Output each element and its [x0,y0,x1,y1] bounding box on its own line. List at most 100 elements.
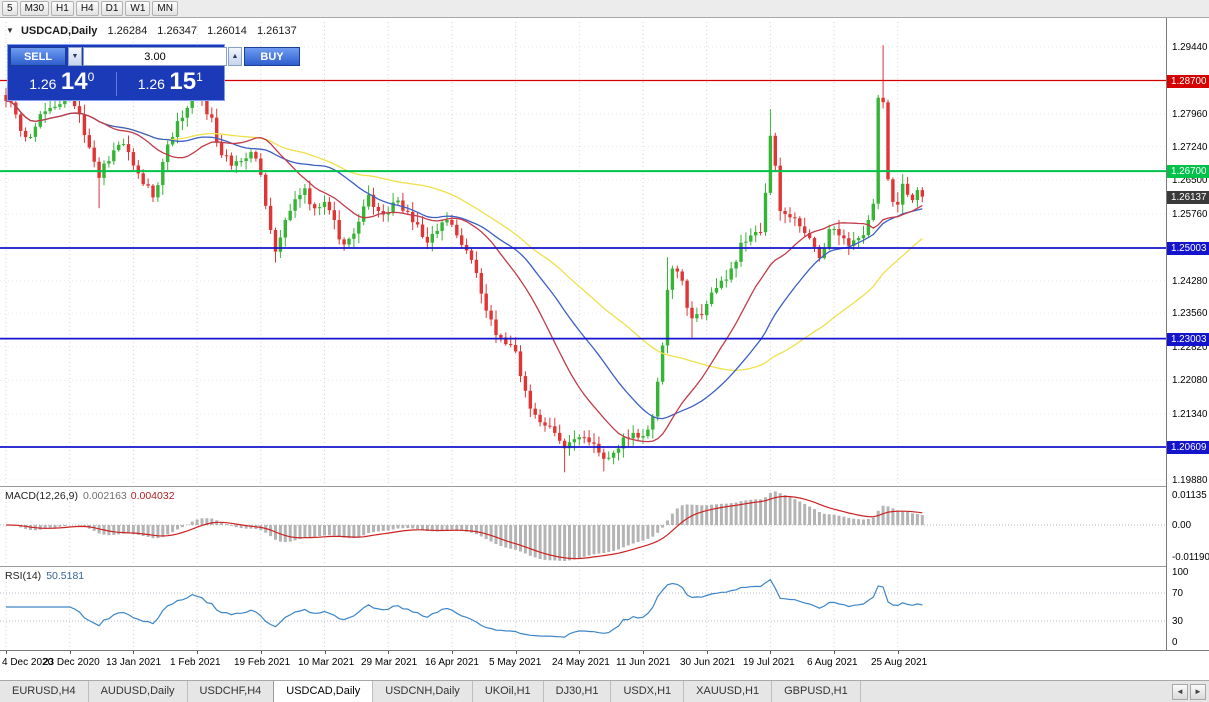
timeframe-button-d1[interactable]: D1 [100,1,124,16]
price-line-tag: 1.20609 [1167,441,1209,454]
chart-tab-xauusd[interactable]: XAUUSD,H1 [684,681,773,702]
timeframe-button-m30[interactable]: M30 [19,1,50,16]
date-label: 6 Aug 2021 [807,657,858,668]
date-tick [261,651,262,654]
macd-value-main: 0.002163 [82,490,127,502]
date-label: 29 Mar 2021 [361,657,418,668]
tab-list: EURUSD,H4 AUDUSD,Daily USDCHF,H4 USDCAD,Dai… [0,681,861,702]
chart-window[interactable]: ▼ USDCAD,Daily 1.26284 1.26347 1.26014 1… [0,18,1209,680]
chart-tab-dj30[interactable]: DJ30,H1 [544,681,612,702]
timeframe-toolbar: 5 M30 H1 H4 D1 W1 MN [0,1,178,16]
macd-axis-label: -0.01190 [1172,552,1209,563]
one-click-collapse-icon[interactable]: ▼ [6,26,14,35]
date-label: 30 Jun 2021 [680,657,736,668]
date-label: 25 Aug 2021 [871,657,928,668]
price-line-tag: 1.26700 [1167,165,1209,178]
price-divider [115,71,117,96]
volume-increase-button[interactable]: ▲ [228,47,242,66]
ohlc-open: 1.26284 [107,25,148,37]
rsi-value: 50.5181 [46,570,85,582]
panel-separator [0,486,1209,487]
macd-value-signal: 0.004032 [130,490,175,502]
tab-scroll-left-icon[interactable]: ◄ [1172,683,1188,700]
tab-scroll-right-icon[interactable]: ► [1190,683,1206,700]
macd-axis-label: 0.01135 [1172,490,1207,501]
sell-price: 1.26 140 [29,68,95,95]
sell-button[interactable]: SELL [10,47,66,66]
price-axis-label: 1.25760 [1172,209,1208,220]
chart-tab-usdchf[interactable]: USDCHF,H4 [188,681,275,702]
price-chart[interactable] [0,18,1166,650]
chart-tab-audusd[interactable]: AUDUSD,Daily [89,681,188,702]
date-tick [516,651,517,654]
date-label: 1 Feb 2021 [170,657,221,668]
price-axis-label: 1.23560 [1172,308,1208,319]
ohlc-low: 1.26014 [207,25,247,37]
date-axis: 4 Dec 2020 23 Dec 2020 13 Jan 2021 1 Feb 20… [0,650,1209,670]
ma-55-line [5,100,923,371]
candles-layer [4,45,924,473]
rsi-axis-label: 30 [1172,616,1183,627]
price-axis: 1.29440 1.27960 1.27240 1.26500 1.25760 1.242… [1166,18,1209,650]
chart-title: ▼ USDCAD,Daily 1.26284 1.26347 1.26014 1… [6,25,297,37]
chart-tab-ukoil[interactable]: UKOil,H1 [473,681,544,702]
date-tick [6,651,7,654]
price-axis-label: 1.24280 [1172,276,1208,287]
volume-stepper: ▼ ▲ [68,47,242,66]
tab-scroll-arrows: ◄ ► [1172,681,1209,702]
macd-label: MACD(12,26,9) 0.002163 0.004032 [5,490,175,502]
date-label: 19 Jul 2021 [743,657,795,668]
date-label: 4 Dec 2020 [2,657,54,668]
price-line-tag: 1.25003 [1167,242,1209,255]
tab-bar: EURUSD,H4 AUDUSD,Daily USDCHF,H4 USDCAD,Dai… [0,680,1209,702]
chart-tab-eurusd[interactable]: EURUSD,H4 [0,681,89,702]
price-axis-label: 1.27960 [1172,109,1208,120]
timeframe-button-w1[interactable]: W1 [125,1,151,16]
date-tick [325,651,326,654]
date-tick [133,651,134,654]
chart-tab-gbpusd[interactable]: GBPUSD,H1 [772,681,861,702]
date-label: 10 Mar 2021 [298,657,355,668]
app-toolbar: 5 M30 H1 H4 D1 W1 MN [0,0,1209,18]
price-axis-label: 1.22080 [1172,375,1208,386]
one-click-trading-panel: SELL ▼ ▲ BUY 1.26 140 1.26 151 [7,44,300,101]
symbol-title: USDCAD,Daily [20,25,98,37]
price-line-tag: 1.28700 [1167,75,1209,88]
ma-21-line [5,100,923,443]
volume-decrease-button[interactable]: ▼ [68,47,82,66]
timeframe-button-h4[interactable]: H4 [75,1,99,16]
price-axis-label: 1.26500 [1172,175,1208,186]
chart-tab-usdcnh[interactable]: USDCNH,Daily [373,681,473,702]
date-label: 5 May 2021 [489,657,542,668]
price-axis-label: 1.27240 [1172,142,1208,153]
date-label: 23 Dec 2020 [43,657,100,668]
price-axis-label: 1.21340 [1172,409,1208,420]
rsi-label: RSI(14) 50.5181 [5,570,85,582]
date-tick [898,651,899,654]
date-tick [452,651,453,654]
date-tick [70,651,71,654]
timeframe-button-5[interactable]: 5 [2,1,18,16]
price-axis-label: 1.22820 [1172,342,1208,353]
price-line-tag: 1.23003 [1167,333,1209,346]
price-axis-label: 1.19880 [1172,475,1208,486]
timeframe-button-h1[interactable]: H1 [51,1,74,16]
chart-tab-usdx[interactable]: USDX,H1 [611,681,685,702]
macd-axis-label: 0.00 [1172,520,1192,531]
date-label: 24 May 2021 [552,657,610,668]
volume-input[interactable] [83,47,227,66]
buy-price: 1.26 151 [137,68,203,95]
timeframe-button-mn[interactable]: MN [152,1,178,16]
buy-button[interactable]: BUY [244,47,300,66]
date-tick [579,651,580,654]
chart-tab-usdcad[interactable]: USDCAD,Daily [273,681,374,702]
date-tick [834,651,835,654]
date-label: 16 Apr 2021 [425,657,479,668]
date-label: 19 Feb 2021 [234,657,291,668]
price-axis-label: 1.29440 [1172,42,1208,53]
date-tick [388,651,389,654]
rsi-axis-label: 0 [1172,637,1178,648]
rsi-axis-label: 70 [1172,588,1183,599]
date-tick [643,651,644,654]
ma-34-line [5,100,923,420]
